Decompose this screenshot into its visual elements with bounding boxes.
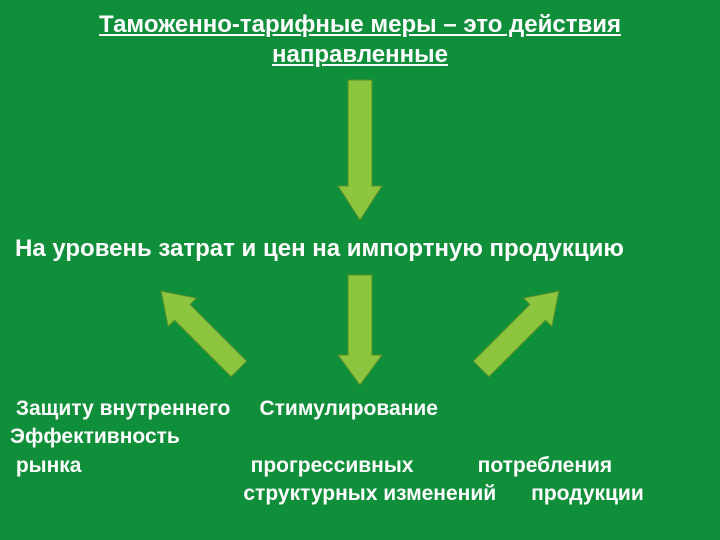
- bottom-line2: Эффективность: [10, 425, 180, 448]
- title: Таможенно-тарифные меры – это действия н…: [0, 10, 720, 70]
- title-line2: направленные: [272, 41, 448, 68]
- bottom-text: Защиту внутреннего Стимулирование Эффект…: [10, 395, 710, 508]
- arrow-split-left-icon: [123, 253, 277, 407]
- arrow-main-down-icon: [340, 80, 380, 220]
- slide: Таможенно-тарифные меры – это действия н…: [0, 0, 720, 540]
- bottom-line1: Защиту внутреннего Стимулирование: [10, 397, 438, 420]
- bottom-line3: рынка прогрессивных потребления: [10, 454, 612, 477]
- title-line1: Таможенно-тарифные меры – это действия: [99, 11, 621, 38]
- mid-text: На уровень затрат и цен на импортную про…: [15, 235, 715, 263]
- arrow-split-right-icon: [443, 253, 597, 407]
- bottom-line4: структурных изменений продукции: [10, 482, 644, 505]
- arrow-split-down-icon: [340, 275, 380, 385]
